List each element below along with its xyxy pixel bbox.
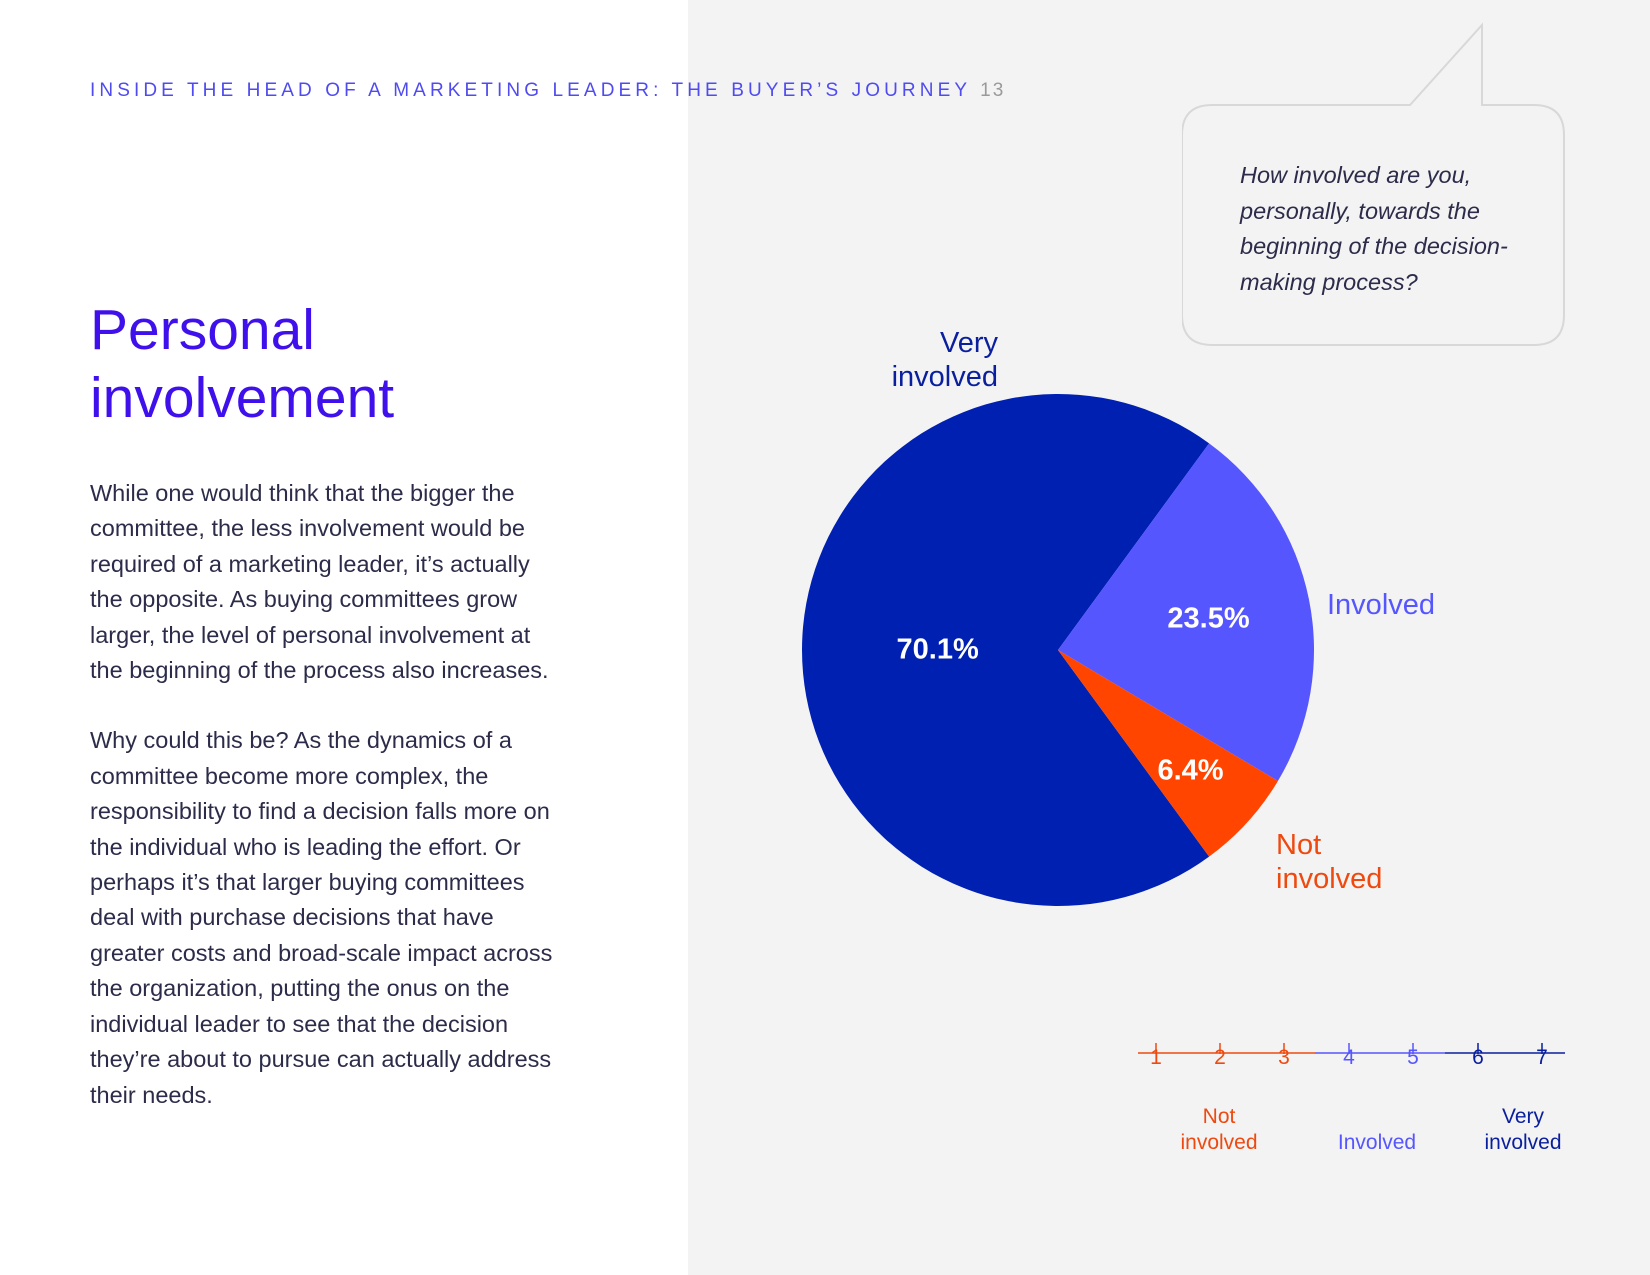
slice-label-very-involved-line2: involved [891, 361, 998, 393]
section-title-line2: involvement [90, 366, 395, 430]
scale-category-not-involved-line1: Not [1202, 1105, 1236, 1128]
scale-category-very-involved: Very involved [1484, 1104, 1561, 1156]
scale-tick-1: 1 [1150, 1046, 1162, 1069]
body-paragraph-2: Why could this be? As the dynamics of a … [90, 727, 553, 1108]
scale-tick-3: 3 [1278, 1046, 1290, 1069]
slice-label-very-involved: Very involved [868, 326, 998, 394]
scale-category-involved: Involved [1337, 1131, 1417, 1154]
slice-label-involved: Involved [1327, 589, 1436, 621]
pie-value-very-involved: 70.1% [896, 633, 979, 666]
scale-category-not-involved-line2: involved [1180, 1131, 1258, 1154]
header-title: INSIDE THE HEAD OF A MARKETING LEADER: T… [90, 80, 971, 101]
scale-tick-7: 7 [1536, 1046, 1548, 1069]
speech-bubble [1182, 22, 1565, 346]
scale-category-not-involved: Not involved [1180, 1104, 1257, 1156]
slice-label-very-involved-line1: Very [939, 327, 998, 359]
section-title: Personal involvement [90, 296, 510, 432]
scale-category-very-involved-line1: Very [1501, 1105, 1545, 1128]
pie-slice-very-involved [802, 394, 1210, 907]
body-paragraph-1: While one would think that the bigger th… [90, 480, 549, 684]
pie-slice-involved [1058, 443, 1314, 782]
section-title-line1: Personal [90, 298, 315, 362]
body-text: While one would think that the bigger th… [90, 476, 560, 1148]
scale-tick-5: 5 [1407, 1046, 1419, 1069]
slice-label-not-involved-line2: involved [1276, 863, 1383, 895]
scale-tick-4: 4 [1343, 1046, 1355, 1069]
pie-slice-not-involved [1058, 650, 1278, 857]
running-header: INSIDE THE HEAD OF A MARKETING LEADER: T… [90, 80, 1005, 102]
slice-label-not-involved: Not involved [1276, 828, 1382, 896]
page-number: 13 [980, 80, 1006, 101]
question-text: How involved are you, personally, toward… [1240, 162, 1508, 295]
scale-tick-2: 2 [1214, 1046, 1226, 1069]
pie-chart [802, 394, 1314, 907]
scale-tick-6: 6 [1472, 1046, 1484, 1069]
scale-line [1138, 1043, 1565, 1054]
pie-value-not-involved: 6.4% [1157, 754, 1224, 787]
pie-value-involved: 23.5% [1167, 602, 1250, 635]
scale-category-very-involved-line2: involved [1484, 1131, 1562, 1154]
slice-label-not-involved-line1: Not [1276, 829, 1322, 861]
